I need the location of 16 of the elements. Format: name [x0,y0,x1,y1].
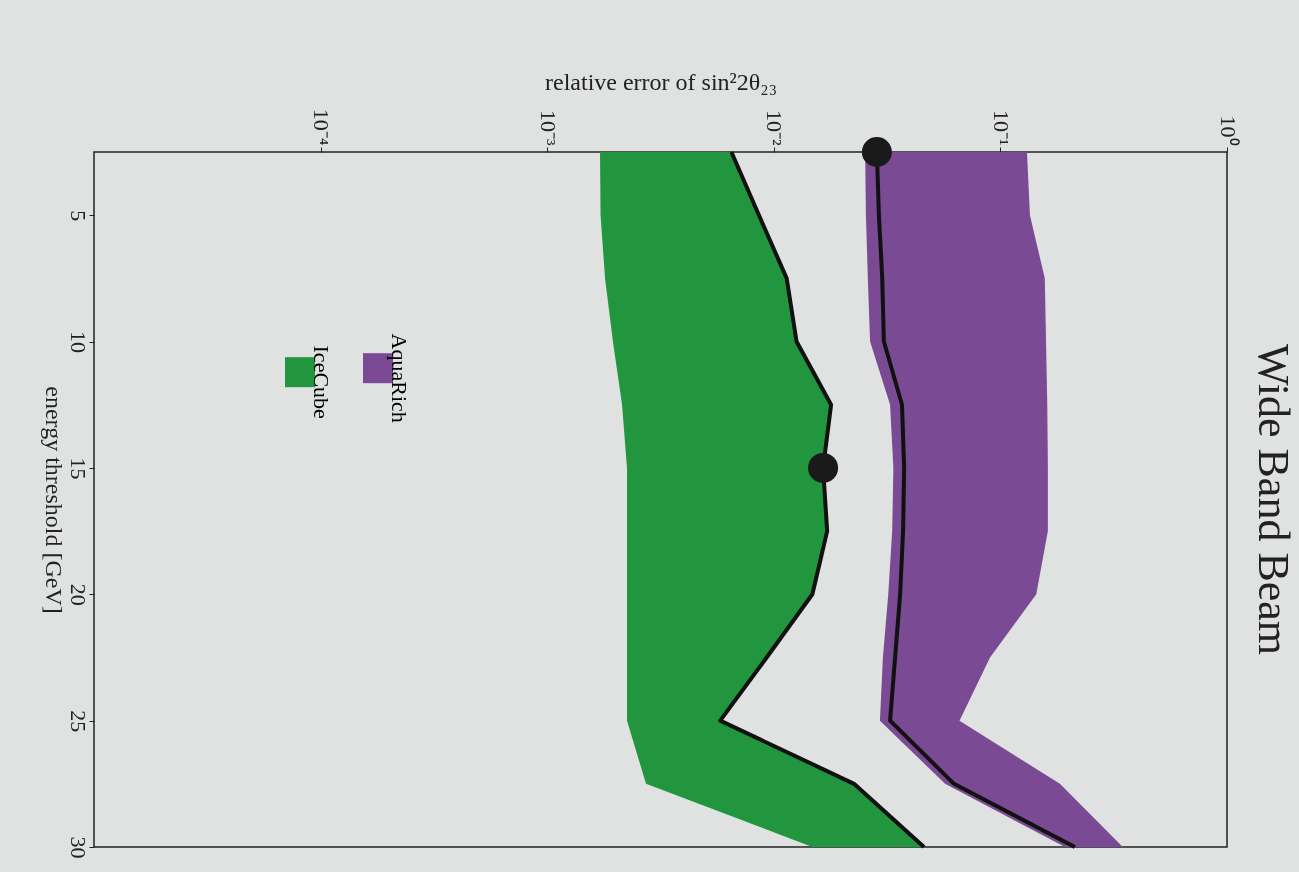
x-tick-label: 10⁻³ [535,109,561,146]
x-tick-label: 10⁻² [762,109,788,146]
y-tick-label: 20 [65,583,91,606]
x-axis-title: relative error of sin²2θ₂₃ [544,68,778,95]
legend-label: AquaRich [387,333,412,423]
y-axis-title: energy threshold [GeV] [40,386,67,614]
y-tick-label: 30 [65,836,91,859]
legend-label: IceCube [309,345,334,419]
y-tick-label: 25 [65,710,91,733]
y-tick-label: 5 [65,210,91,222]
y-tick-label: 10 [65,331,91,354]
x-tick-label: 10⁰ [1215,115,1241,146]
x-tick-label: 10⁻¹ [988,109,1014,146]
x-tick-label: 10⁻⁴ [309,108,335,146]
y-tick-label: 15 [65,457,91,480]
text: Wide Band Beam [1249,343,1298,656]
